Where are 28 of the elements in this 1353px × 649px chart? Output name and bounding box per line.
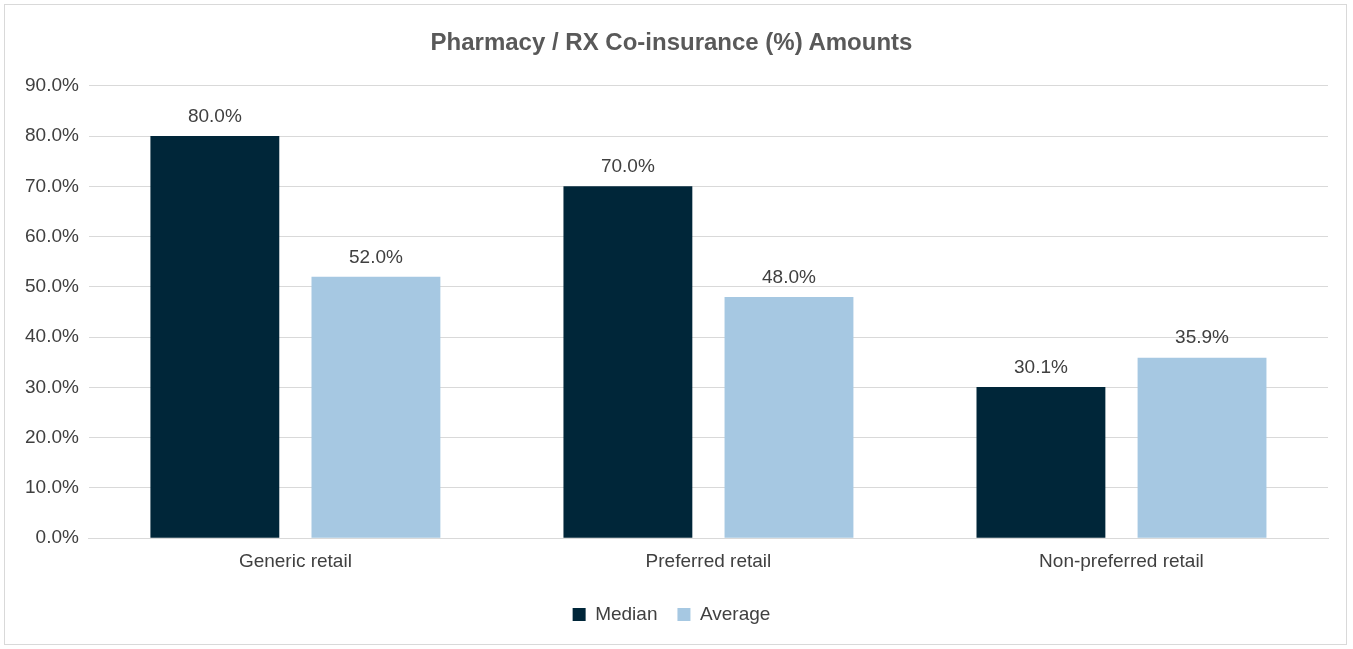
y-tick-label: 20.0% (25, 425, 79, 447)
x-tick-label: Generic retail (238, 549, 352, 571)
y-tick-label: 0.0% (35, 526, 79, 548)
data-label: 80.0% (187, 104, 242, 126)
bar (976, 386, 1106, 538)
x-tick-label: Preferred retail (645, 549, 772, 571)
y-tick-label: 50.0% (25, 275, 79, 297)
bar (150, 136, 280, 538)
bar (311, 276, 441, 538)
y-tick-label: 90.0% (25, 74, 79, 96)
legend-label: Average (699, 602, 771, 624)
y-tick-label: 60.0% (25, 224, 79, 246)
data-label: 30.1% (1014, 355, 1068, 377)
x-tick-label: Non-preferred retail (1039, 549, 1204, 571)
y-tick-label: 40.0% (25, 325, 79, 347)
data-label: 48.0% (762, 265, 817, 287)
chart-title: Pharmacy / RX Co-insurance (%) Amounts (430, 28, 913, 56)
data-label: 52.0% (349, 245, 403, 267)
y-tick-label: 70.0% (25, 174, 79, 196)
legend-label: Median (595, 602, 658, 624)
bar (724, 296, 854, 538)
y-tick-label: 30.0% (25, 375, 79, 397)
bar (1137, 357, 1267, 538)
y-tick-label: 10.0% (25, 476, 79, 498)
y-tick-label: 80.0% (25, 124, 79, 146)
data-label: 35.9% (1175, 326, 1230, 348)
data-label: 70.0% (600, 155, 655, 177)
bar (563, 186, 693, 538)
